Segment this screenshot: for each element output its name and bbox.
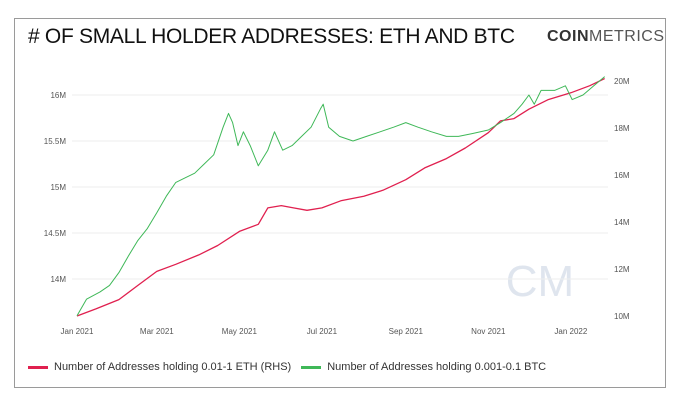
y-left-tick-label: 15.5M	[44, 137, 67, 146]
x-tick-label: May 2021	[222, 327, 258, 336]
y-right-tick-label: 20M	[614, 77, 630, 86]
x-tick-label: Sep 2021	[389, 327, 424, 336]
eth-series-line	[76, 78, 605, 317]
y-right-tick-label: 10M	[614, 312, 630, 321]
legend-item-btc[interactable]: Number of Addresses holding 0.001-0.1 BT…	[301, 361, 546, 373]
btc-series-line	[76, 76, 606, 317]
y-left-tick-label: 14.5M	[44, 229, 67, 238]
legend-label-eth: Number of Addresses holding 0.01-1 ETH (…	[54, 361, 292, 373]
chart-title: # OF SMALL HOLDER ADDRESSES: ETH AND BTC	[28, 25, 515, 48]
y-left-tick-label: 14M	[50, 275, 66, 284]
x-tick-label: Nov 2021	[471, 327, 506, 336]
coinmetrics-logo: COINMETRICS	[547, 28, 665, 45]
y-right-tick-label: 18M	[614, 124, 630, 133]
x-tick-label: Mar 2021	[140, 327, 174, 336]
x-tick-label: Jul 2021	[307, 327, 338, 336]
y-right-tick-label: 16M	[614, 171, 630, 180]
cm-watermark: CM	[506, 257, 574, 306]
chart-frame	[14, 18, 666, 388]
y-right-tick-label: 14M	[614, 218, 630, 227]
y-right-tick-label: 12M	[614, 265, 630, 274]
legend-swatch-eth	[28, 365, 48, 369]
x-tick-label: Jan 2022	[554, 327, 587, 336]
legend-swatch-btc	[301, 365, 322, 369]
y-left-tick-label: 15M	[50, 183, 66, 192]
x-tick-label: Jan 2021	[61, 327, 94, 336]
legend-label-btc: Number of Addresses holding 0.001-0.1 BT…	[327, 361, 547, 373]
legend-item-eth[interactable]: Number of Addresses holding 0.01-1 ETH (…	[28, 361, 291, 373]
legend: Number of Addresses holding 0.01-1 ETH (…	[28, 361, 556, 373]
y-left-tick-label: 16M	[50, 91, 66, 100]
